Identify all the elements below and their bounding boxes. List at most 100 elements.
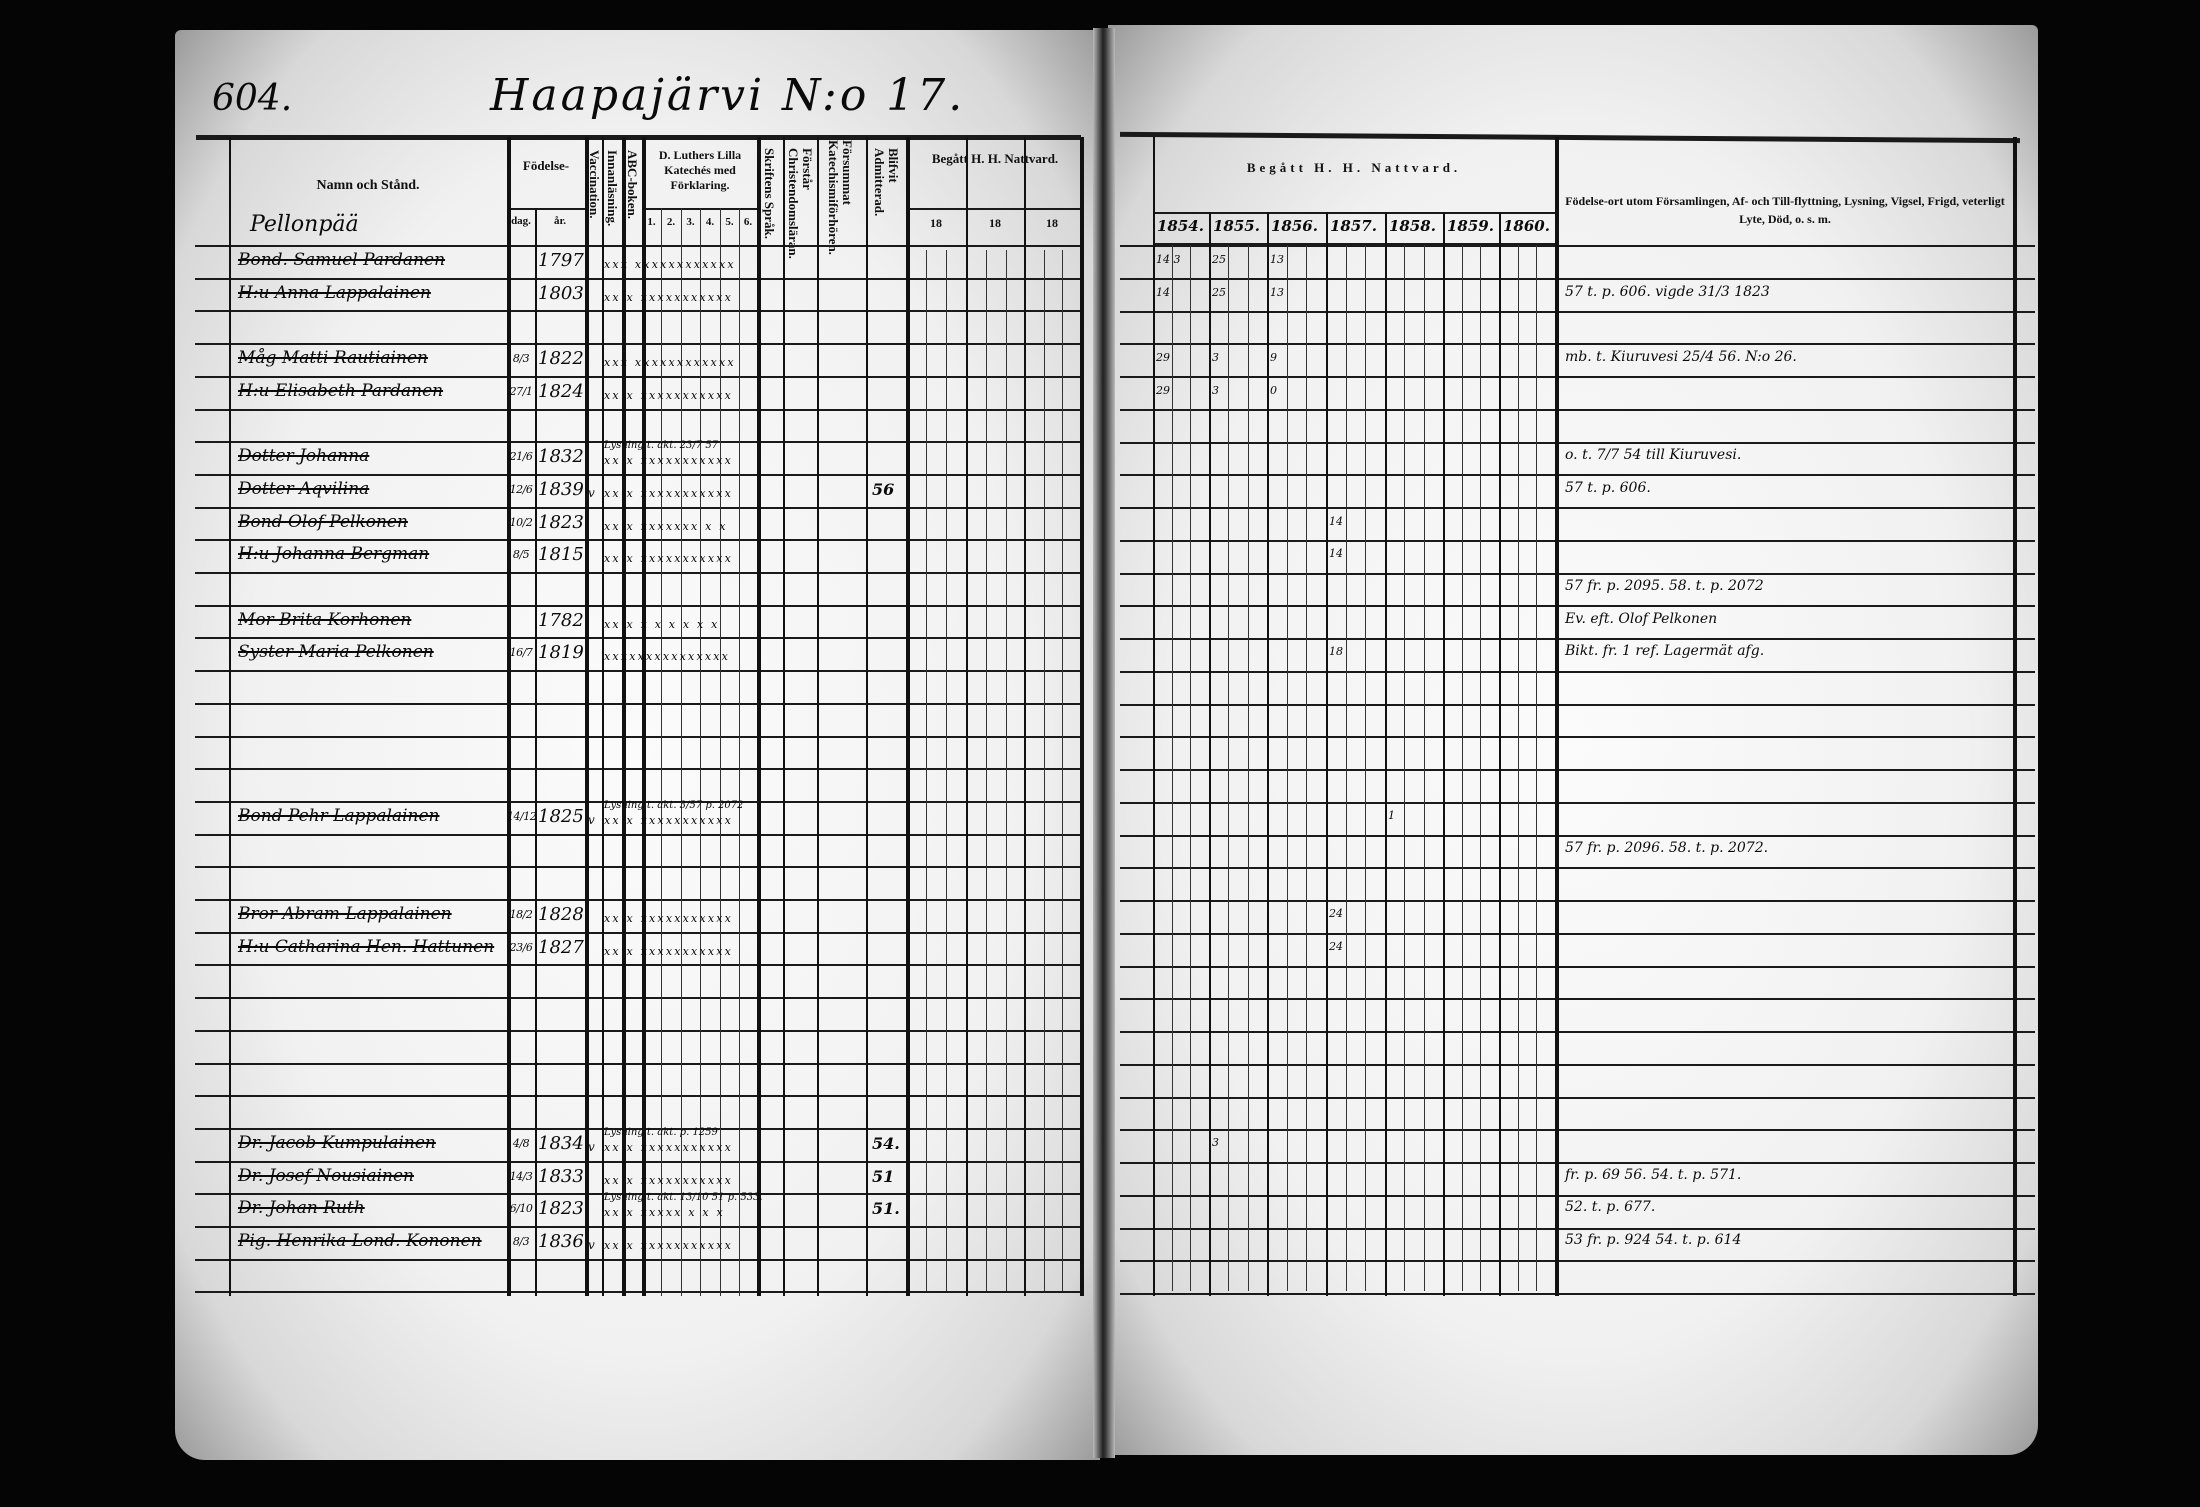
column-rule xyxy=(507,137,511,1297)
catechism-part-label: 2. xyxy=(666,216,676,228)
row-rule xyxy=(195,866,1080,869)
birth-day-month: 8/3 xyxy=(512,1235,530,1248)
communion-year-label: 1855. xyxy=(1213,217,1260,235)
row-rule xyxy=(195,670,1080,673)
birth-day-month: 14/3 xyxy=(509,1169,533,1183)
row-rule xyxy=(1120,572,2035,575)
admitted-year: 51 xyxy=(872,1166,895,1186)
row-rule xyxy=(195,1258,1080,1261)
row-rule xyxy=(195,637,1080,640)
column-rule xyxy=(1385,212,1387,1297)
reading-marks: xx x xxxxxxxxxxx xyxy=(604,552,734,566)
communion-mark: 9 xyxy=(1270,351,1277,365)
communion-mark: 0 xyxy=(1270,383,1277,397)
birth-year: 1782 xyxy=(538,609,584,631)
header-year: år. xyxy=(553,215,567,227)
row-rule xyxy=(1120,310,2035,313)
header-top-rule xyxy=(196,135,1081,140)
left-page xyxy=(175,30,1100,1460)
header-birth: Födelse- xyxy=(522,158,570,173)
reading-marks: xx x xxxxxxxxxxx xyxy=(604,486,734,500)
header-vaccination: Vaccination. xyxy=(587,150,602,219)
row-rule xyxy=(195,1062,1080,1065)
row-rule xyxy=(195,997,1080,1000)
reading-marks: xx x xxxxxxxxxxx xyxy=(604,1173,734,1187)
header-subrule xyxy=(906,208,1080,210)
row-rule xyxy=(195,277,1080,280)
row-rule xyxy=(1120,867,2035,870)
birth-year: 1832 xyxy=(538,446,584,468)
birth-year: 1839 xyxy=(538,478,584,500)
remark-text: Bikt. fr. 1 ref. Lagermät afg. xyxy=(1565,643,1765,660)
reading-marks: xx x x x x x x x xyxy=(604,617,720,631)
column-rule xyxy=(1209,212,1211,1297)
communion-mark: 3 xyxy=(1212,1135,1219,1149)
birth-day-month: 27/1 xyxy=(509,384,533,398)
header-abc: ABC-boken. xyxy=(625,150,640,219)
birth-day-month: 23/6 xyxy=(509,940,533,954)
communion-mark: 25 xyxy=(1212,285,1226,299)
row-rule xyxy=(1120,1031,2035,1033)
birth-year: 1815 xyxy=(538,544,584,566)
row-rule xyxy=(1120,441,2035,444)
header-christianity: Förstår Christendomsläran. xyxy=(786,148,815,259)
communion-mark: 29 xyxy=(1156,351,1170,365)
column-subrule xyxy=(1517,245,1519,1292)
header-subrule xyxy=(1153,243,1555,245)
column-rule xyxy=(817,137,819,1297)
communion-mark: 14 xyxy=(1329,514,1343,528)
lysning-note: Lysning t. akt. p. 1259 xyxy=(604,1126,718,1138)
birth-day-month: 4/8 xyxy=(512,1136,530,1150)
remark-text: mb. t. Kiuruvesi 25/4 56. N:o 26. xyxy=(1565,349,1797,366)
column-subrule xyxy=(946,250,947,1292)
row-rule xyxy=(1120,376,2035,378)
row-rule xyxy=(1120,1096,2035,1099)
row-rule xyxy=(1120,736,2035,739)
remark-text: Ev. eft. Olof Pelkonen xyxy=(1565,610,1718,627)
reading-marks: xx x xxxxxxxxxxx xyxy=(604,290,734,304)
lysning-note: Lysning t. akt. 23/7 57 xyxy=(604,440,719,452)
row-rule xyxy=(195,931,1080,934)
reading-marks: xx x xxxxxxxxxxx xyxy=(604,912,734,925)
row-rule xyxy=(1120,1227,2035,1230)
reading-marks: xxx xxxxxxxxxxxx xyxy=(604,258,736,271)
communion-mark: 14 xyxy=(1329,547,1343,561)
row-rule xyxy=(1120,638,2035,640)
row-rule xyxy=(195,800,1080,803)
remark-text: fr. p. 69 56. 54. t. p. 571. xyxy=(1565,1166,1742,1183)
communion-mark: 3 xyxy=(1212,351,1219,365)
row-rule xyxy=(1120,670,2035,673)
column-subrule xyxy=(1247,245,1249,1292)
reading-marks: xx x xxxxxxxxxxx xyxy=(604,454,734,468)
column-subrule xyxy=(1286,245,1288,1292)
reading-marks: xx x xxxxxxx x x xyxy=(604,519,728,533)
remark-text: 52. t. p. 677. xyxy=(1565,1199,1656,1216)
column-subrule xyxy=(1062,250,1063,1292)
column-rule xyxy=(1024,137,1026,1297)
row-rule xyxy=(1120,1129,2035,1132)
birth-year: 1823 xyxy=(538,511,584,533)
person-name: H:u Anna Lappalainen xyxy=(238,282,431,303)
row-rule xyxy=(1120,1293,2035,1295)
person-name: Dr. Johan Ruth xyxy=(238,1198,365,1219)
person-name: Dotter Johanna xyxy=(238,446,370,467)
row-rule xyxy=(1120,900,2035,902)
row-rule xyxy=(1120,801,2035,804)
column-subrule xyxy=(986,250,987,1292)
row-rule xyxy=(195,735,1080,738)
vaccination-mark: v xyxy=(588,812,595,827)
column-subrule xyxy=(1345,245,1347,1292)
birth-day-month: 8/5 xyxy=(512,548,530,562)
column-subrule xyxy=(1306,245,1308,1292)
column-rule xyxy=(783,137,785,1297)
vaccination-mark: v xyxy=(588,485,595,500)
farm-name: Pellonpää xyxy=(250,212,359,237)
row-rule xyxy=(195,506,1080,509)
row-rule xyxy=(195,343,1080,346)
header-admitted: Blifvit Admitterad. xyxy=(872,148,901,217)
birth-year: 1827 xyxy=(538,936,584,958)
column-subrule xyxy=(1006,250,1007,1292)
row-rule xyxy=(195,604,1080,607)
birth-year: 1836 xyxy=(538,1231,584,1252)
